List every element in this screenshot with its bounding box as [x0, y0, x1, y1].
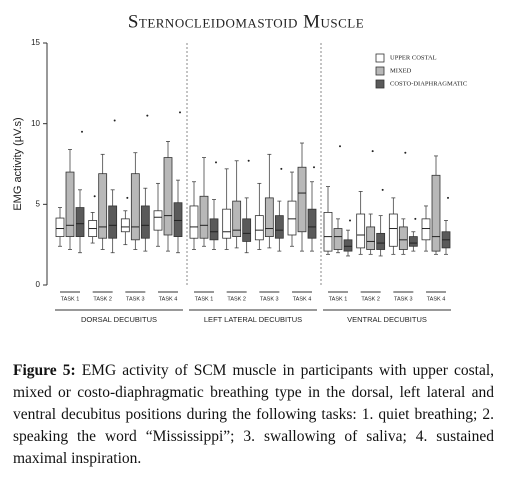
y-tick-label: 15: [31, 38, 40, 47]
box: [287, 200, 297, 236]
outlier: [447, 196, 449, 199]
box: [388, 213, 398, 247]
box: [366, 226, 376, 250]
caption-text: EMG activity of SCM muscle in participan…: [13, 362, 495, 467]
box: [421, 218, 431, 241]
legend-swatch: [375, 53, 385, 63]
box: [232, 200, 242, 238]
box: [343, 239, 353, 252]
x-tick-label: TASK 3: [260, 296, 279, 302]
box: [65, 171, 75, 237]
outlier: [81, 130, 83, 133]
box: [153, 210, 163, 231]
box: [254, 215, 264, 241]
outlier: [371, 150, 374, 153]
box: [130, 173, 140, 241]
x-tick-label: TASK 4: [159, 296, 178, 302]
outlier: [339, 145, 341, 148]
outlier: [146, 114, 149, 117]
chart: Sternocleidomastoid Muscle EMG activity …: [12, 11, 467, 324]
legend-label: COSTO-DIAPHRAGMATIC: [390, 80, 467, 87]
box: [108, 205, 118, 239]
x-tick-label: TASK 1: [61, 296, 80, 302]
caption-label: Figure 5:: [13, 362, 76, 379]
legend-label: UPPER COSTAL: [390, 54, 437, 61]
box: [189, 205, 199, 239]
y-axis-label: EMG activity (µV.s): [12, 117, 24, 210]
box: [264, 197, 274, 238]
x-tick-label: TASK 2: [227, 296, 246, 302]
group-label: VENTRAL DECUBITUS: [347, 315, 427, 324]
box: [75, 207, 85, 237]
caption: Figure 5: EMG activity of SCM muscle in …: [13, 360, 494, 470]
y-tick-label: 10: [31, 119, 40, 128]
x-tick-label: TASK 1: [329, 296, 348, 302]
x-tick-label: TASK 1: [195, 296, 214, 302]
outlier: [414, 217, 417, 220]
box: [431, 174, 441, 252]
y-tick-label: 5: [36, 199, 41, 208]
box: [333, 228, 343, 250]
box: [199, 195, 209, 239]
legend-swatch: [375, 79, 385, 89]
x-tick-label: TASK 2: [361, 296, 380, 302]
box: [120, 218, 130, 233]
outlier: [404, 151, 407, 154]
box: [408, 236, 418, 247]
x-tick-label: TASK 4: [293, 296, 312, 302]
box: [163, 157, 173, 236]
box: [209, 218, 219, 241]
box: [307, 208, 317, 239]
chart-title: Sternocleidomastoid Muscle: [128, 11, 364, 32]
outlier: [93, 195, 96, 198]
box: [242, 218, 252, 242]
box: [297, 166, 307, 233]
box: [98, 173, 108, 239]
box: [398, 226, 408, 250]
group-label: LEFT LATERAL DECUBITUS: [204, 315, 302, 324]
box: [356, 213, 366, 249]
outlier: [215, 161, 217, 164]
box: [173, 202, 183, 238]
box: [55, 217, 65, 237]
outlier: [113, 119, 116, 122]
outlier: [126, 196, 129, 199]
outlier: [247, 159, 250, 162]
legend-swatch: [375, 66, 385, 76]
box: [274, 215, 284, 239]
box: [140, 205, 150, 239]
x-tick-label: TASK 2: [93, 296, 112, 302]
outlier: [313, 166, 315, 169]
x-tick-label: TASK 3: [126, 296, 145, 302]
outlier: [179, 111, 181, 114]
group-label: DORSAL DECUBITUS: [81, 315, 157, 324]
box: [376, 232, 386, 250]
y-tick-label: 0: [36, 280, 41, 289]
box: [222, 208, 232, 239]
legend-label: MIXED: [390, 67, 412, 74]
box: [323, 211, 333, 252]
outlier: [280, 167, 283, 170]
x-tick-label: TASK 4: [427, 296, 446, 302]
x-tick-label: TASK 3: [394, 296, 413, 302]
outlier: [349, 219, 351, 222]
outlier: [381, 188, 384, 191]
